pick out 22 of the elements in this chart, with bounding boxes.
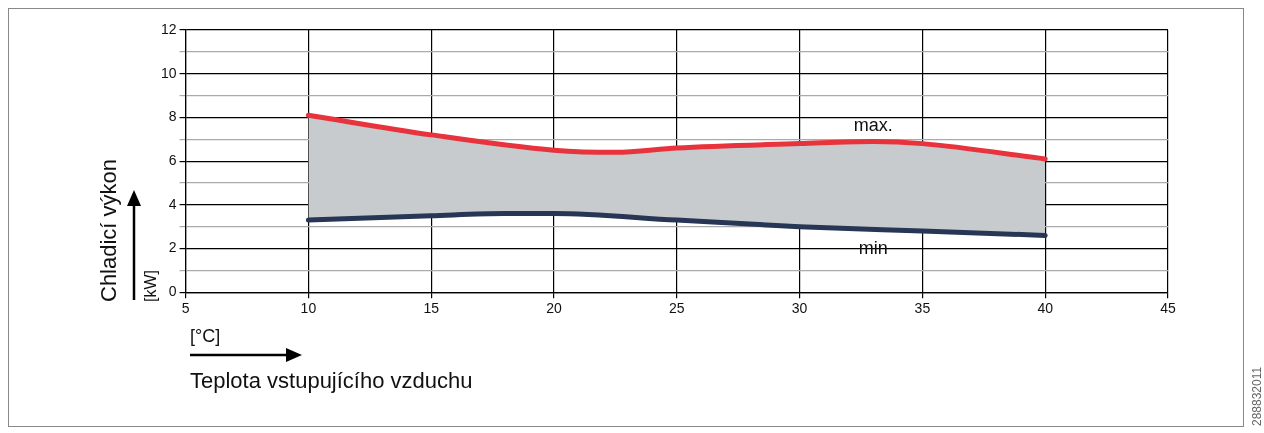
y-tick-label: 2 bbox=[168, 239, 177, 256]
y-tick-label: 0 bbox=[168, 283, 177, 300]
y-axis-title: Chladicí výkon bbox=[96, 158, 122, 302]
x-tick-label: 30 bbox=[791, 300, 808, 317]
x-tick-label: 35 bbox=[914, 300, 931, 317]
y-tick-label: 8 bbox=[168, 108, 177, 125]
x-tick-label: 15 bbox=[423, 300, 440, 317]
x-axis-title: Teplota vstupujícího vzduchu bbox=[190, 368, 473, 394]
series-label: max. bbox=[853, 115, 893, 136]
y-tick-label: 6 bbox=[168, 151, 177, 168]
text: [kW] bbox=[142, 270, 160, 302]
y-tick-label: 4 bbox=[168, 195, 177, 212]
y-tick-label: 10 bbox=[160, 64, 177, 81]
y-tick-label: 12 bbox=[160, 20, 177, 37]
x-tick-label: 20 bbox=[546, 300, 562, 317]
x-tick-label: 10 bbox=[300, 300, 317, 317]
x-tick-label: 25 bbox=[669, 300, 685, 317]
text: 288832011 bbox=[1250, 366, 1264, 426]
text: [°C] bbox=[190, 326, 221, 347]
x-tick-label: 45 bbox=[1160, 300, 1176, 317]
x-tick-label: 5 bbox=[181, 300, 190, 317]
x-tick-label: 40 bbox=[1037, 300, 1054, 317]
